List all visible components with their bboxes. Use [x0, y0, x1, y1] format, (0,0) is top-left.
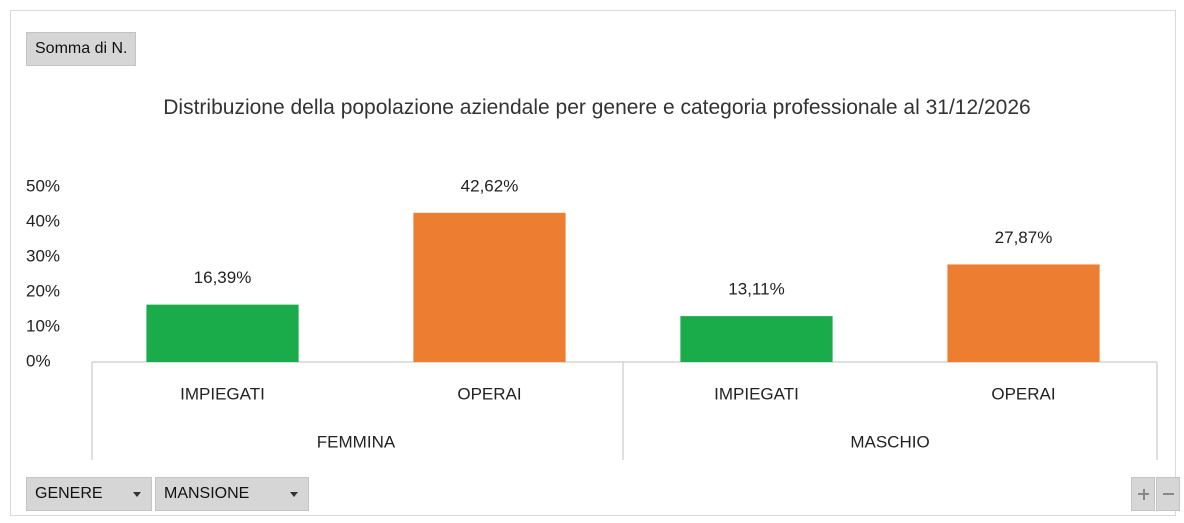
dropdown-arrow [133, 492, 141, 497]
data-label: 42,62% [461, 176, 519, 195]
y-tick-label: 10% [26, 316, 60, 335]
field-button[interactable]: MANSIONE [155, 477, 309, 511]
field-label: GENERE [35, 485, 103, 502]
value-field-button[interactable]: Somma di N. [26, 32, 137, 66]
y-tick-label: 50% [26, 176, 60, 195]
x-group-label: FEMMINA [317, 432, 396, 451]
y-tick-label: 30% [26, 246, 60, 265]
plus-icon [1142, 488, 1145, 500]
data-label: 16,39% [194, 268, 252, 287]
y-tick-label: 0% [26, 351, 51, 370]
bar [947, 264, 1100, 362]
bar [413, 212, 566, 362]
zoom-out-button[interactable] [1156, 477, 1180, 511]
y-tick-label: 40% [26, 211, 60, 230]
field-button[interactable]: GENERE [26, 477, 152, 511]
field-label: MANSIONE [164, 485, 250, 502]
minus-icon [1163, 493, 1174, 495]
data-label: 27,87% [995, 228, 1053, 247]
chart-title: Distribuzione della popolazione aziendal… [163, 96, 1031, 119]
x-tick-label: OPERAI [457, 384, 521, 403]
y-tick-label: 20% [26, 281, 60, 300]
x-tick-label: IMPIEGATI [714, 384, 799, 403]
x-group-label: MASCHIO [850, 432, 929, 451]
zoom-in-button[interactable] [1131, 477, 1155, 511]
bar [146, 304, 299, 362]
x-tick-label: IMPIEGATI [180, 384, 265, 403]
dropdown-arrow [290, 492, 298, 497]
bar [680, 316, 833, 362]
x-tick-label: OPERAI [991, 384, 1055, 403]
chart-frame [10, 10, 1176, 516]
data-label: 13,11% [728, 280, 784, 299]
